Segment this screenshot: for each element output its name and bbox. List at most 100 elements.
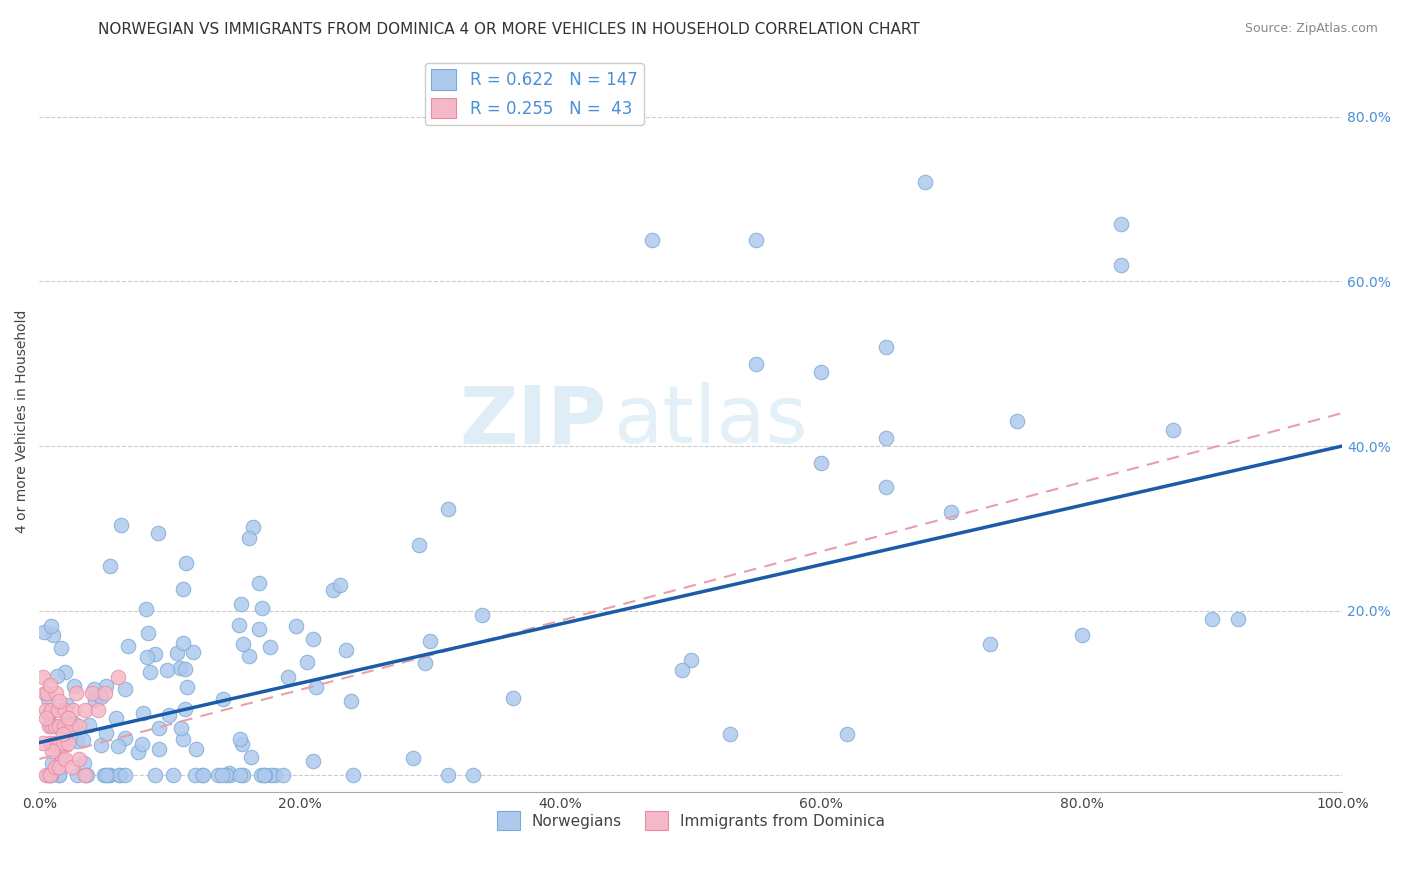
Point: [211, 768, 233, 782]
Point: [93, 768, 115, 782]
Point: [72, 733, 94, 747]
Point: [718, 727, 741, 741]
Y-axis label: 4 or more Vehicles in Household: 4 or more Vehicles in Household: [15, 310, 30, 533]
Point: [219, 768, 242, 782]
Point: [87, 703, 110, 717]
Point: [110, 517, 132, 532]
Point: [48, 747, 70, 761]
Point: [52, 727, 75, 741]
Point: [148, 721, 170, 735]
Point: [941, 505, 963, 519]
Point: [242, 520, 264, 534]
Point: [35, 703, 58, 717]
Point: [53, 719, 76, 733]
Point: [32, 624, 55, 639]
Point: [110, 768, 132, 782]
Point: [143, 768, 166, 782]
Point: [329, 577, 352, 591]
Point: [56, 698, 79, 712]
Point: [254, 768, 277, 782]
Point: [131, 737, 153, 751]
Point: [252, 601, 274, 615]
Point: [174, 702, 197, 716]
Point: [979, 637, 1001, 651]
Point: [277, 669, 299, 683]
Point: [162, 768, 184, 782]
Point: [39, 618, 62, 632]
Point: [39, 705, 62, 719]
Point: [402, 751, 425, 765]
Point: [247, 622, 270, 636]
Point: [745, 357, 768, 371]
Point: [127, 745, 149, 759]
Point: [63, 679, 86, 693]
Point: [55, 752, 77, 766]
Point: [114, 731, 136, 745]
Point: [48, 719, 70, 733]
Point: [229, 731, 252, 746]
Point: [73, 768, 96, 782]
Point: [39, 703, 62, 717]
Point: [471, 607, 494, 622]
Point: [1227, 612, 1250, 626]
Point: [135, 602, 157, 616]
Point: [190, 768, 212, 782]
Point: [231, 737, 253, 751]
Point: [46, 669, 69, 683]
Point: [51, 752, 73, 766]
Point: [1070, 628, 1092, 642]
Point: [305, 680, 328, 694]
Point: [65, 686, 87, 700]
Point: [671, 663, 693, 677]
Point: [271, 768, 294, 782]
Text: Source: ZipAtlas.com: Source: ZipAtlas.com: [1244, 22, 1378, 36]
Point: [35, 711, 58, 725]
Point: [229, 768, 252, 782]
Point: [139, 665, 162, 679]
Point: [641, 233, 664, 247]
Point: [810, 365, 832, 379]
Point: [114, 682, 136, 697]
Point: [77, 718, 100, 732]
Point: [837, 727, 859, 741]
Point: [34, 686, 56, 700]
Point: [41, 756, 63, 770]
Point: [436, 768, 458, 782]
Legend: Norwegians, Immigrants from Dominica: Norwegians, Immigrants from Dominica: [491, 805, 891, 836]
Point: [60, 760, 83, 774]
Point: [322, 583, 344, 598]
Point: [146, 526, 169, 541]
Point: [166, 646, 188, 660]
Point: [55, 703, 77, 717]
Point: [170, 721, 193, 735]
Point: [35, 768, 58, 782]
Point: [1109, 217, 1132, 231]
Point: [41, 744, 63, 758]
Point: [259, 640, 281, 654]
Point: [56, 715, 79, 730]
Point: [49, 640, 72, 655]
Point: [32, 735, 55, 749]
Point: [502, 691, 524, 706]
Point: [67, 752, 90, 766]
Point: [148, 742, 170, 756]
Point: [1109, 258, 1132, 272]
Point: [1005, 414, 1028, 428]
Point: [215, 768, 238, 782]
Point: [172, 732, 194, 747]
Point: [37, 691, 59, 706]
Point: [207, 768, 229, 782]
Point: [136, 649, 159, 664]
Point: [875, 480, 897, 494]
Point: [45, 686, 67, 700]
Point: [44, 719, 66, 733]
Point: [42, 735, 65, 749]
Point: [136, 626, 159, 640]
Point: [419, 633, 441, 648]
Point: [37, 686, 59, 700]
Point: [191, 768, 214, 782]
Point: [228, 618, 250, 632]
Point: [52, 735, 75, 749]
Point: [340, 694, 363, 708]
Point: [437, 501, 460, 516]
